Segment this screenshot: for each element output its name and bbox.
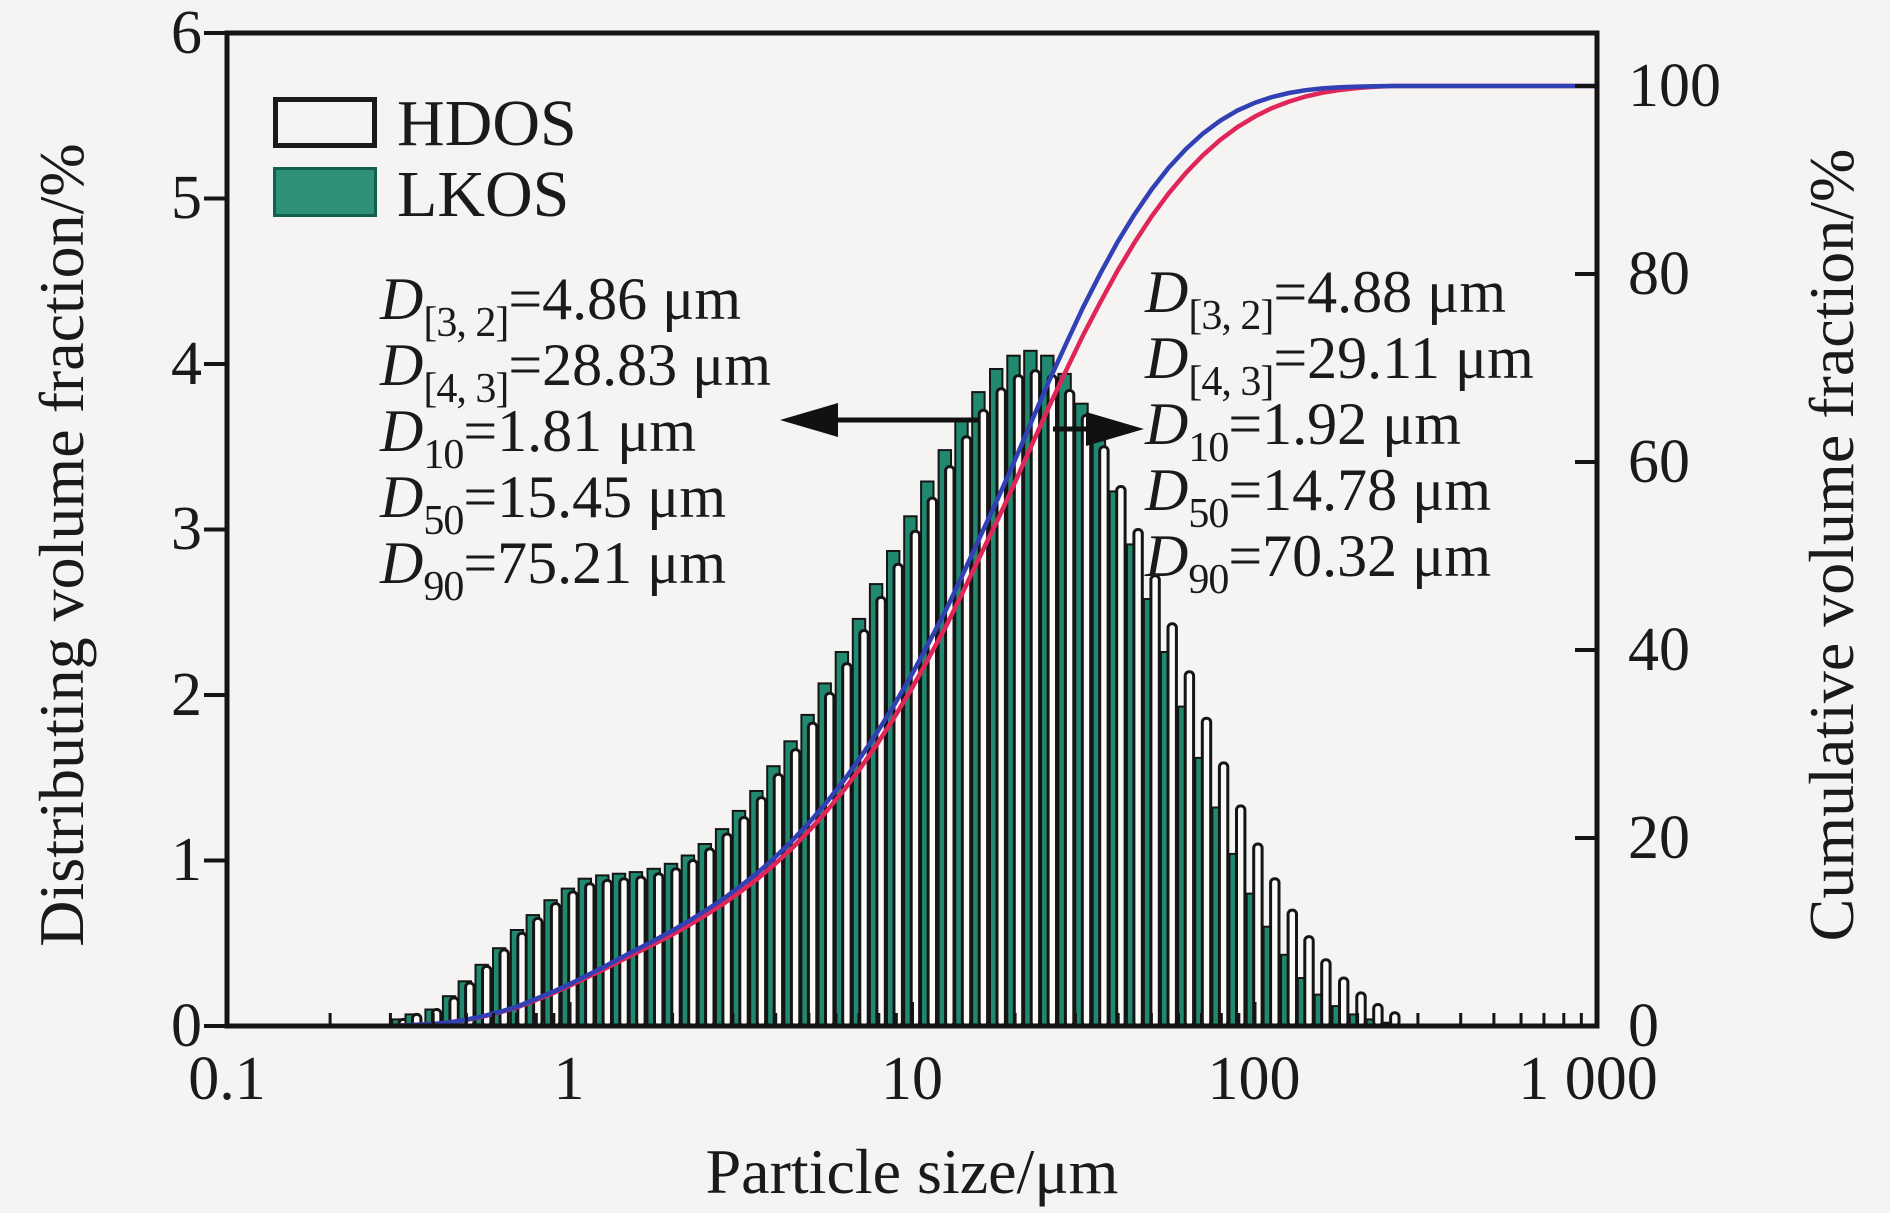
legend-swatch-lkos bbox=[273, 167, 377, 217]
annotation-block-hdos: D[3, 2]=4.86 μm D[4, 3]=28.83 μm D10=1.8… bbox=[380, 266, 772, 610]
x-tick-label: 100 bbox=[1207, 1045, 1301, 1113]
y-left-tick-label: 2 bbox=[171, 661, 202, 729]
y-left-tick-label: 4 bbox=[171, 330, 202, 398]
annotation-line: D90=75.21 μm bbox=[380, 530, 727, 610]
annotation-line: D[3, 2]=4.86 μm bbox=[380, 266, 742, 346]
annotation-block-lkos: D[3, 2]=4.88 μm D[4, 3]=29.11 μm D10=1.9… bbox=[1145, 259, 1534, 603]
annotation-line: D10=1.81 μm bbox=[380, 398, 697, 478]
y-right-axis-title: Cumulative volume fraction/% bbox=[1796, 148, 1867, 942]
y-left-tick-label: 1 bbox=[171, 826, 202, 894]
y-right-tick-label: 0 bbox=[1628, 992, 1659, 1060]
y-left-axis-title: Distributing volume fraction/% bbox=[26, 143, 97, 947]
y-left-tick-label: 3 bbox=[171, 495, 202, 563]
y-left-tick-label: 6 bbox=[171, 0, 202, 67]
y-right-tick-label: 40 bbox=[1628, 616, 1690, 684]
y-right-tick-label: 20 bbox=[1628, 804, 1690, 872]
annotation-line: D90=70.32 μm bbox=[1145, 523, 1492, 603]
legend-swatch-hdos bbox=[273, 97, 377, 148]
y-right-tick-label: 100 bbox=[1628, 52, 1721, 120]
x-tick-label: 10 bbox=[881, 1045, 943, 1113]
annotation-line: D50=15.45 μm bbox=[380, 464, 727, 544]
annotation-line: D[3, 2]=4.88 μm bbox=[1145, 259, 1507, 339]
annotation-line: D[4, 3]=29.11 μm bbox=[1145, 325, 1534, 405]
x-tick-label: 1 000 bbox=[1518, 1045, 1658, 1113]
x-axis-title: Particle size/μm bbox=[705, 1136, 1119, 1207]
x-tick-label: 1 bbox=[553, 1045, 585, 1113]
legend-label-lkos: LKOS bbox=[397, 158, 570, 231]
y-right-tick-label: 80 bbox=[1628, 240, 1690, 308]
annotation-line: D50=14.78 μm bbox=[1145, 457, 1492, 537]
legend-label-hdos: HDOS bbox=[397, 87, 577, 160]
annotation-line: D10=1.92 μm bbox=[1145, 391, 1462, 471]
y-left-tick-label: 5 bbox=[171, 164, 202, 232]
x-tick-label: 0.1 bbox=[188, 1045, 266, 1113]
y-right-tick-label: 60 bbox=[1628, 428, 1690, 496]
annotation-line: D[4, 3]=28.83 μm bbox=[380, 332, 772, 412]
y-left-tick-label: 0 bbox=[171, 992, 202, 1060]
